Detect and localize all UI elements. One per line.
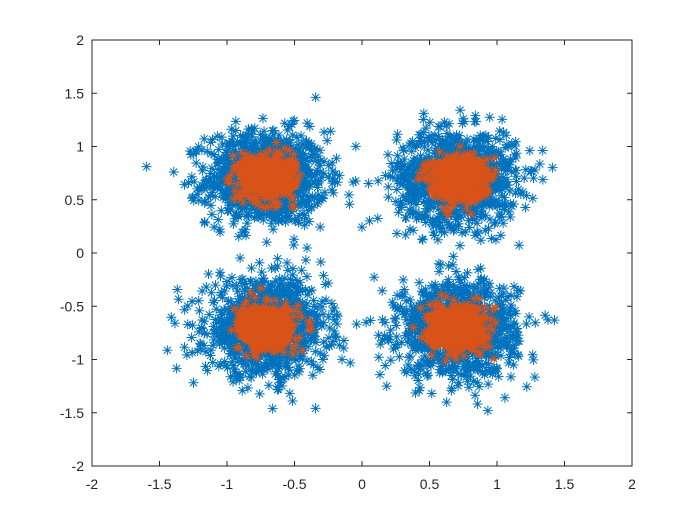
x-tick-label: 1.5 xyxy=(555,476,575,492)
y-tick-label: -1.5 xyxy=(60,405,84,421)
x-tick-label: -2 xyxy=(86,476,99,492)
x-tick-label: 0 xyxy=(358,476,366,492)
x-tick-label: 1 xyxy=(493,476,501,492)
y-tick-label: 0.5 xyxy=(65,192,85,208)
y-tick-label: -1 xyxy=(72,352,85,368)
y-tick-label: 0 xyxy=(76,245,84,261)
x-tick-label: -0.5 xyxy=(282,476,306,492)
series-2-cluster-4 xyxy=(408,289,501,367)
x-axis: -2 -1.5 -1 -0.5 0 0.5 1 1.5 2 xyxy=(86,40,636,492)
axes-box xyxy=(91,39,633,467)
y-tick-label: 1.5 xyxy=(65,85,85,101)
x-tick-label: 0.5 xyxy=(420,476,440,492)
data-layer xyxy=(141,92,560,416)
y-tick-label: -2 xyxy=(72,458,85,474)
series-2 xyxy=(222,137,501,367)
series-2-cluster-2 xyxy=(412,141,501,221)
series-2-cluster-1 xyxy=(222,137,305,213)
x-tick-label: -1 xyxy=(221,476,234,492)
y-tick-label: 1 xyxy=(76,139,84,155)
y-tick-label: -0.5 xyxy=(60,298,84,314)
x-tick-label: -1.5 xyxy=(147,476,171,492)
series-2-cluster-3 xyxy=(226,283,317,363)
y-axis: 2 1.5 1 0.5 0 -0.5 -1 -1.5 -2 xyxy=(60,32,632,474)
y-tick-label: 2 xyxy=(76,32,84,48)
x-tick-label: 2 xyxy=(628,476,636,492)
series-1 xyxy=(141,92,560,416)
